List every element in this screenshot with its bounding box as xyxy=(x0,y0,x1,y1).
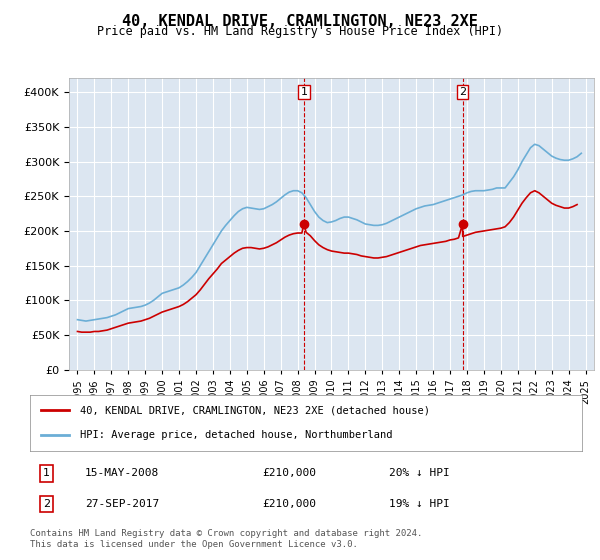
Text: HPI: Average price, detached house, Northumberland: HPI: Average price, detached house, Nort… xyxy=(80,430,392,440)
Text: 2: 2 xyxy=(43,499,50,509)
Text: Contains HM Land Registry data © Crown copyright and database right 2024.
This d: Contains HM Land Registry data © Crown c… xyxy=(30,529,422,549)
Text: 27-SEP-2017: 27-SEP-2017 xyxy=(85,499,160,509)
Text: Price paid vs. HM Land Registry's House Price Index (HPI): Price paid vs. HM Land Registry's House … xyxy=(97,25,503,38)
Text: 40, KENDAL DRIVE, CRAMLINGTON, NE23 2XE (detached house): 40, KENDAL DRIVE, CRAMLINGTON, NE23 2XE … xyxy=(80,405,430,416)
Text: 15-MAY-2008: 15-MAY-2008 xyxy=(85,468,160,478)
Text: £210,000: £210,000 xyxy=(262,499,316,509)
Text: 19% ↓ HPI: 19% ↓ HPI xyxy=(389,499,449,509)
Text: 1: 1 xyxy=(301,87,307,97)
Text: 1: 1 xyxy=(43,468,50,478)
Text: 2: 2 xyxy=(459,87,466,97)
Text: 40, KENDAL DRIVE, CRAMLINGTON, NE23 2XE: 40, KENDAL DRIVE, CRAMLINGTON, NE23 2XE xyxy=(122,14,478,29)
Text: 20% ↓ HPI: 20% ↓ HPI xyxy=(389,468,449,478)
Text: £210,000: £210,000 xyxy=(262,468,316,478)
